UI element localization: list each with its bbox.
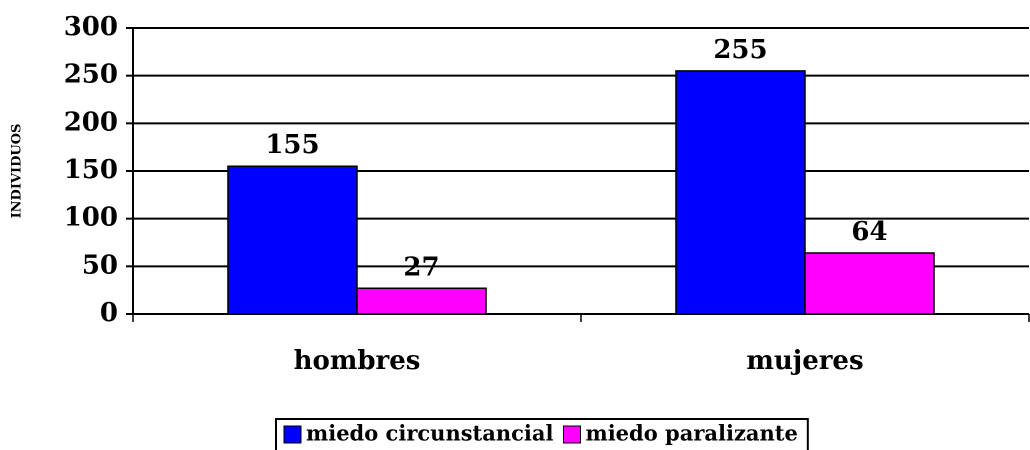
y-tick-label: 250 [64,60,118,90]
data-label: 27 [403,252,439,282]
bar [804,252,935,315]
y-tick-label: 50 [82,250,118,280]
bar [356,287,487,315]
data-label: 155 [265,130,319,160]
bar [675,70,806,315]
legend-label: miedo circunstancial [306,421,553,446]
legend-box [275,418,809,450]
y-tick-label: 150 [64,155,118,185]
y-tick-label: 100 [64,203,118,233]
x-tick-label: mujeres [746,346,863,376]
y-axis-label: INDIVIDUOS [10,124,25,219]
bar [227,165,358,315]
data-label: 255 [713,35,767,65]
y-tick-label: 0 [100,298,118,328]
x-tick-label: hombres [294,346,421,376]
legend-swatch [283,425,302,444]
y-tick-label: 200 [64,107,118,137]
legend-swatch [562,425,581,444]
data-label: 64 [851,217,887,247]
legend-label: miedo paralizante [585,421,797,446]
y-tick-label: 300 [64,12,118,42]
